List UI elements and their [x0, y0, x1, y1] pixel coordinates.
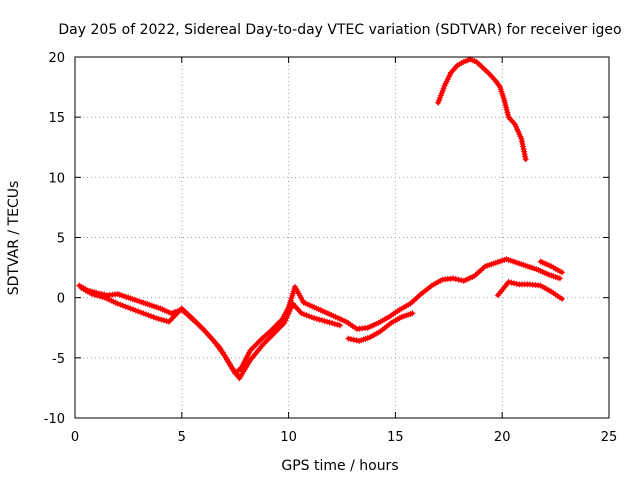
data-point	[518, 138, 525, 145]
x-tick-label: 15	[387, 430, 404, 445]
y-tick-label: -10	[44, 412, 65, 427]
data-point	[331, 320, 338, 327]
data-point	[450, 275, 457, 282]
data-point	[334, 321, 341, 328]
data-point	[119, 302, 126, 309]
y-tick-label: 10	[48, 171, 65, 186]
data-point	[306, 313, 313, 320]
data-point	[130, 306, 137, 313]
data-point	[409, 310, 416, 317]
x-tick-label: 10	[280, 430, 297, 445]
data-point	[122, 303, 129, 310]
data-point	[311, 315, 318, 322]
data-point	[324, 318, 331, 325]
data-point	[452, 276, 459, 283]
data-point	[135, 308, 142, 315]
data-point	[345, 335, 352, 342]
data-point	[508, 279, 515, 286]
data-point	[559, 269, 566, 276]
data-point	[124, 304, 131, 311]
data-point	[142, 311, 149, 318]
x-tick-label: 0	[71, 430, 79, 445]
data-point	[556, 275, 563, 282]
y-axis-label: SDTVAR / TECUs	[6, 181, 22, 296]
data-point	[326, 319, 333, 326]
data-point	[520, 143, 527, 150]
data-point	[336, 322, 343, 329]
x-tick-label: 25	[601, 430, 618, 445]
chart-title: Day 205 of 2022, Sidereal Day-to-day VTE…	[58, 22, 621, 38]
data-point	[140, 310, 147, 317]
data-point	[153, 315, 160, 322]
data-point	[521, 148, 528, 155]
data-point	[505, 279, 512, 286]
data-point	[94, 292, 101, 299]
data-point	[148, 313, 155, 320]
data-point	[99, 293, 106, 300]
data-point	[348, 336, 355, 343]
axis-ticks: 0 5 10 15 20 25 -10 -5 0 5 10 15 20	[44, 51, 618, 445]
y-tick-label: 20	[48, 51, 65, 66]
data-point	[137, 309, 144, 316]
data-point	[155, 315, 162, 322]
data-point	[513, 280, 520, 287]
data-point	[308, 314, 315, 321]
data-point	[510, 280, 517, 287]
data-point	[522, 153, 529, 160]
data-point	[298, 310, 305, 317]
data-point	[160, 317, 167, 324]
y-tick-label: 15	[48, 111, 65, 126]
data-point	[522, 156, 529, 163]
x-axis-label: GPS time / hours	[281, 458, 398, 474]
data-point	[313, 315, 320, 322]
data-point	[318, 317, 325, 324]
grid	[75, 57, 609, 418]
data-point	[127, 305, 134, 312]
y-tick-label: 5	[57, 232, 65, 247]
data-point	[145, 312, 152, 319]
data-point	[559, 295, 566, 302]
data-point	[519, 140, 526, 147]
x-tick-label: 20	[494, 430, 511, 445]
data-point	[163, 318, 170, 325]
data-point	[132, 307, 139, 314]
data-point	[150, 314, 157, 321]
data-points	[76, 56, 566, 382]
data-point	[321, 318, 328, 325]
y-tick-label: -5	[52, 352, 65, 367]
data-point	[455, 276, 462, 283]
y-tick-label: 0	[57, 292, 65, 307]
data-point	[520, 146, 527, 153]
data-point	[91, 291, 98, 298]
data-point	[89, 291, 96, 298]
data-point	[96, 293, 103, 300]
data-point	[329, 320, 336, 327]
data-point	[300, 311, 307, 318]
data-point	[114, 300, 121, 307]
data-point	[521, 151, 528, 158]
data-point	[518, 135, 525, 142]
data-point	[316, 316, 323, 323]
data-point	[117, 301, 124, 308]
x-tick-label: 5	[178, 430, 186, 445]
series-lower-branch	[78, 285, 343, 382]
series-evening-branch	[345, 310, 416, 344]
data-point	[303, 312, 310, 319]
series-late-branch	[494, 279, 566, 302]
series-tail	[537, 258, 566, 276]
data-point	[350, 336, 357, 343]
data-point	[158, 316, 165, 323]
series-upper-arc	[435, 56, 529, 163]
